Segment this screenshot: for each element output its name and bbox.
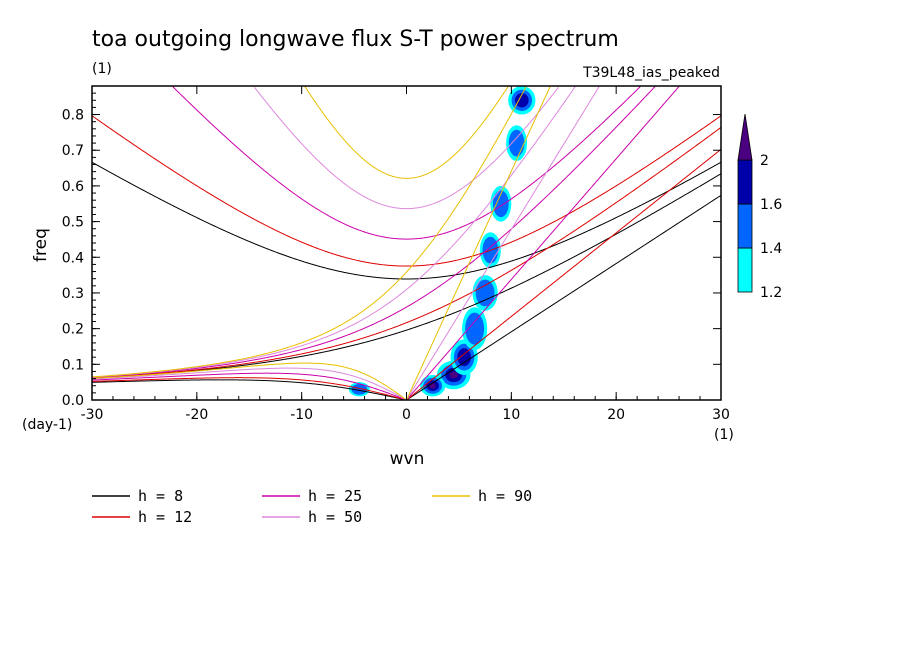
x-axis: -30 -20 -10 0 10 20 30 — [81, 86, 730, 423]
power-region — [449, 371, 458, 379]
power-regions — [348, 86, 536, 397]
colorbar-box — [737, 159, 753, 205]
kelvin-curve — [406, 86, 680, 400]
rossby-curve — [92, 379, 406, 400]
y-tick-label: 0.0 — [62, 393, 84, 409]
x-axis-title: wvn — [390, 449, 425, 469]
rossby-curve — [92, 362, 406, 400]
x-tick-label: 0 — [402, 407, 411, 423]
x-tick-label: 10 — [502, 407, 520, 423]
mixed-rossby-gravity-curve — [92, 86, 527, 378]
colorbar-box — [737, 203, 753, 249]
plot-frame — [91, 85, 722, 401]
legend-label: h = 12 — [138, 508, 192, 526]
legend-label: h = 90 — [478, 487, 532, 505]
inertio-gravity-curve — [92, 115, 721, 267]
y-axis-title: freq — [31, 228, 51, 262]
rossby-curve — [92, 367, 406, 400]
colorbar-label: 1.4 — [760, 241, 782, 257]
rossby-curve — [92, 377, 406, 400]
x-tick-label: 30 — [712, 407, 730, 423]
x-tick-label: -10 — [290, 407, 313, 423]
y-tick-label: 0.3 — [62, 286, 84, 302]
colorbar-label: 1.2 — [760, 285, 782, 301]
mixed-rossby-gravity-curve — [92, 173, 721, 379]
dispersion-curves — [92, 86, 721, 400]
legend-label: h = 8 — [138, 487, 183, 505]
mixed-rossby-gravity-curve — [92, 126, 721, 379]
kelvin-curve — [406, 86, 551, 400]
legend: h = 8 h = 12 h = 25 h = 50 h = 90 — [92, 487, 532, 526]
y-tick-label: 0.2 — [62, 322, 84, 338]
y-tick-label: 0.7 — [62, 143, 84, 159]
chart-subtitle-right: T39L48_ias_peaked — [582, 65, 720, 81]
y-axis: 0.0 0.1 0.2 0.3 0.4 0.5 0.6 0.7 0.8 — [62, 85, 721, 409]
inertio-gravity-curve — [304, 86, 509, 179]
power-region — [508, 129, 525, 157]
y-tick-label: 0.6 — [62, 179, 84, 195]
power-region — [457, 348, 471, 367]
x-tick-label: -30 — [81, 407, 104, 423]
power-region — [351, 383, 368, 395]
y-tick-label: 0.4 — [62, 250, 84, 266]
power-region — [492, 190, 509, 218]
mixed-rossby-gravity-curve — [92, 86, 576, 378]
power-region — [515, 93, 529, 108]
inertio-gravity-curve — [254, 86, 559, 210]
power-region — [475, 279, 495, 307]
legend-label: h = 25 — [308, 487, 362, 505]
legend-label: h = 50 — [308, 508, 362, 526]
colorbar: 1.2 1.4 1.6 2 — [737, 113, 782, 301]
x-unit-label: (1) — [714, 427, 734, 443]
colorbar-label: 1.6 — [760, 197, 782, 213]
inertio-gravity-curve — [172, 86, 641, 240]
y-unit-label: (day-1) — [22, 417, 72, 433]
y-tick-label: 0.5 — [62, 215, 84, 231]
kelvin-curve — [406, 86, 600, 400]
rossby-curve — [92, 372, 406, 400]
x-tick-label: -20 — [185, 407, 208, 423]
inertio-gravity-curve — [92, 161, 721, 280]
kelvin-curve — [406, 194, 721, 400]
power-region — [465, 312, 485, 345]
colorbar-box — [737, 247, 753, 293]
colorbar-label: 2 — [760, 153, 769, 169]
y-tick-label: 0.8 — [62, 108, 84, 124]
kelvin-curve — [406, 148, 721, 400]
y-tick-label: 0.1 — [62, 357, 84, 373]
mixed-rossby-gravity-curve — [92, 86, 656, 379]
x-tick-label: 20 — [607, 407, 625, 423]
chart-subtitle-left: (1) — [92, 61, 112, 77]
colorbar-triangle — [737, 113, 753, 161]
chart-title: toa outgoing longwave flux S-T power spe… — [92, 27, 619, 52]
